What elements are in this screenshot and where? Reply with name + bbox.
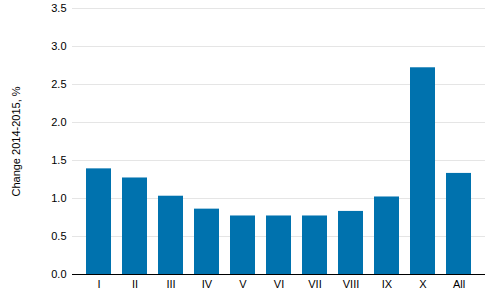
svg-text:I: I — [97, 278, 100, 290]
svg-text:0.0: 0.0 — [51, 268, 66, 280]
svg-text:2.5: 2.5 — [51, 78, 66, 90]
svg-text:IV: IV — [202, 278, 213, 290]
svg-text:0.5: 0.5 — [51, 230, 66, 242]
svg-text:All: All — [453, 278, 465, 290]
svg-text:VII: VII — [308, 278, 321, 290]
svg-text:1.5: 1.5 — [51, 154, 66, 166]
svg-text:VI: VI — [274, 278, 284, 290]
svg-text:V: V — [239, 278, 247, 290]
svg-text:3.5: 3.5 — [51, 2, 66, 14]
svg-text:X: X — [419, 278, 427, 290]
svg-text:Change 2014-2015, %: Change 2014-2015, % — [10, 86, 22, 196]
svg-text:IX: IX — [382, 278, 393, 290]
svg-text:2.0: 2.0 — [51, 116, 66, 128]
svg-text:II: II — [132, 278, 138, 290]
svg-text:III: III — [166, 278, 175, 290]
svg-text:1.0: 1.0 — [51, 192, 66, 204]
svg-text:VIII: VIII — [343, 278, 360, 290]
svg-text:3.0: 3.0 — [51, 40, 66, 52]
